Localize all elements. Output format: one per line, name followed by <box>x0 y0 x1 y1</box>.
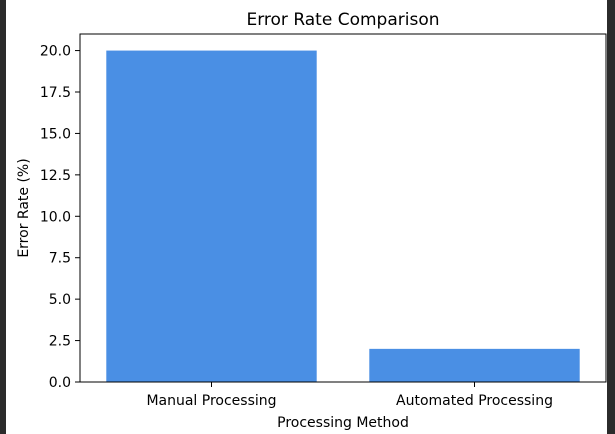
y-tick-label: 10.0 <box>40 209 71 225</box>
x-tick-label: Automated Processing <box>396 393 553 409</box>
y-tick-label: 20.0 <box>40 44 71 60</box>
y-tick-label: 15.0 <box>40 126 71 142</box>
plot-area-frame <box>79 33 607 383</box>
y-axis-label: Error Rate (%) <box>16 158 32 257</box>
bar-manual-processing <box>106 50 317 382</box>
x-tick-label: Manual Processing <box>146 393 276 409</box>
y-tick-label: 12.5 <box>40 168 71 184</box>
x-axis-ticks: Manual Processing Automated Processing <box>146 382 553 409</box>
y-tick-label: 2.5 <box>49 334 71 350</box>
x-axis-label: Processing Method <box>277 415 409 431</box>
chart-title: Error Rate Comparison <box>246 10 439 30</box>
y-tick-label: 0.0 <box>49 375 71 391</box>
y-axis-ticks: 0.0 2.5 5.0 7.5 10.0 12.5 15.0 17.5 20.0 <box>40 44 80 391</box>
y-tick-label: 17.5 <box>40 85 71 101</box>
window-left-edge <box>0 0 6 434</box>
window-right-edge <box>607 0 615 434</box>
bars-layer <box>106 50 580 382</box>
bar-automated-processing <box>369 348 580 382</box>
y-tick-label: 7.5 <box>49 251 71 267</box>
y-tick-label: 5.0 <box>49 292 71 308</box>
